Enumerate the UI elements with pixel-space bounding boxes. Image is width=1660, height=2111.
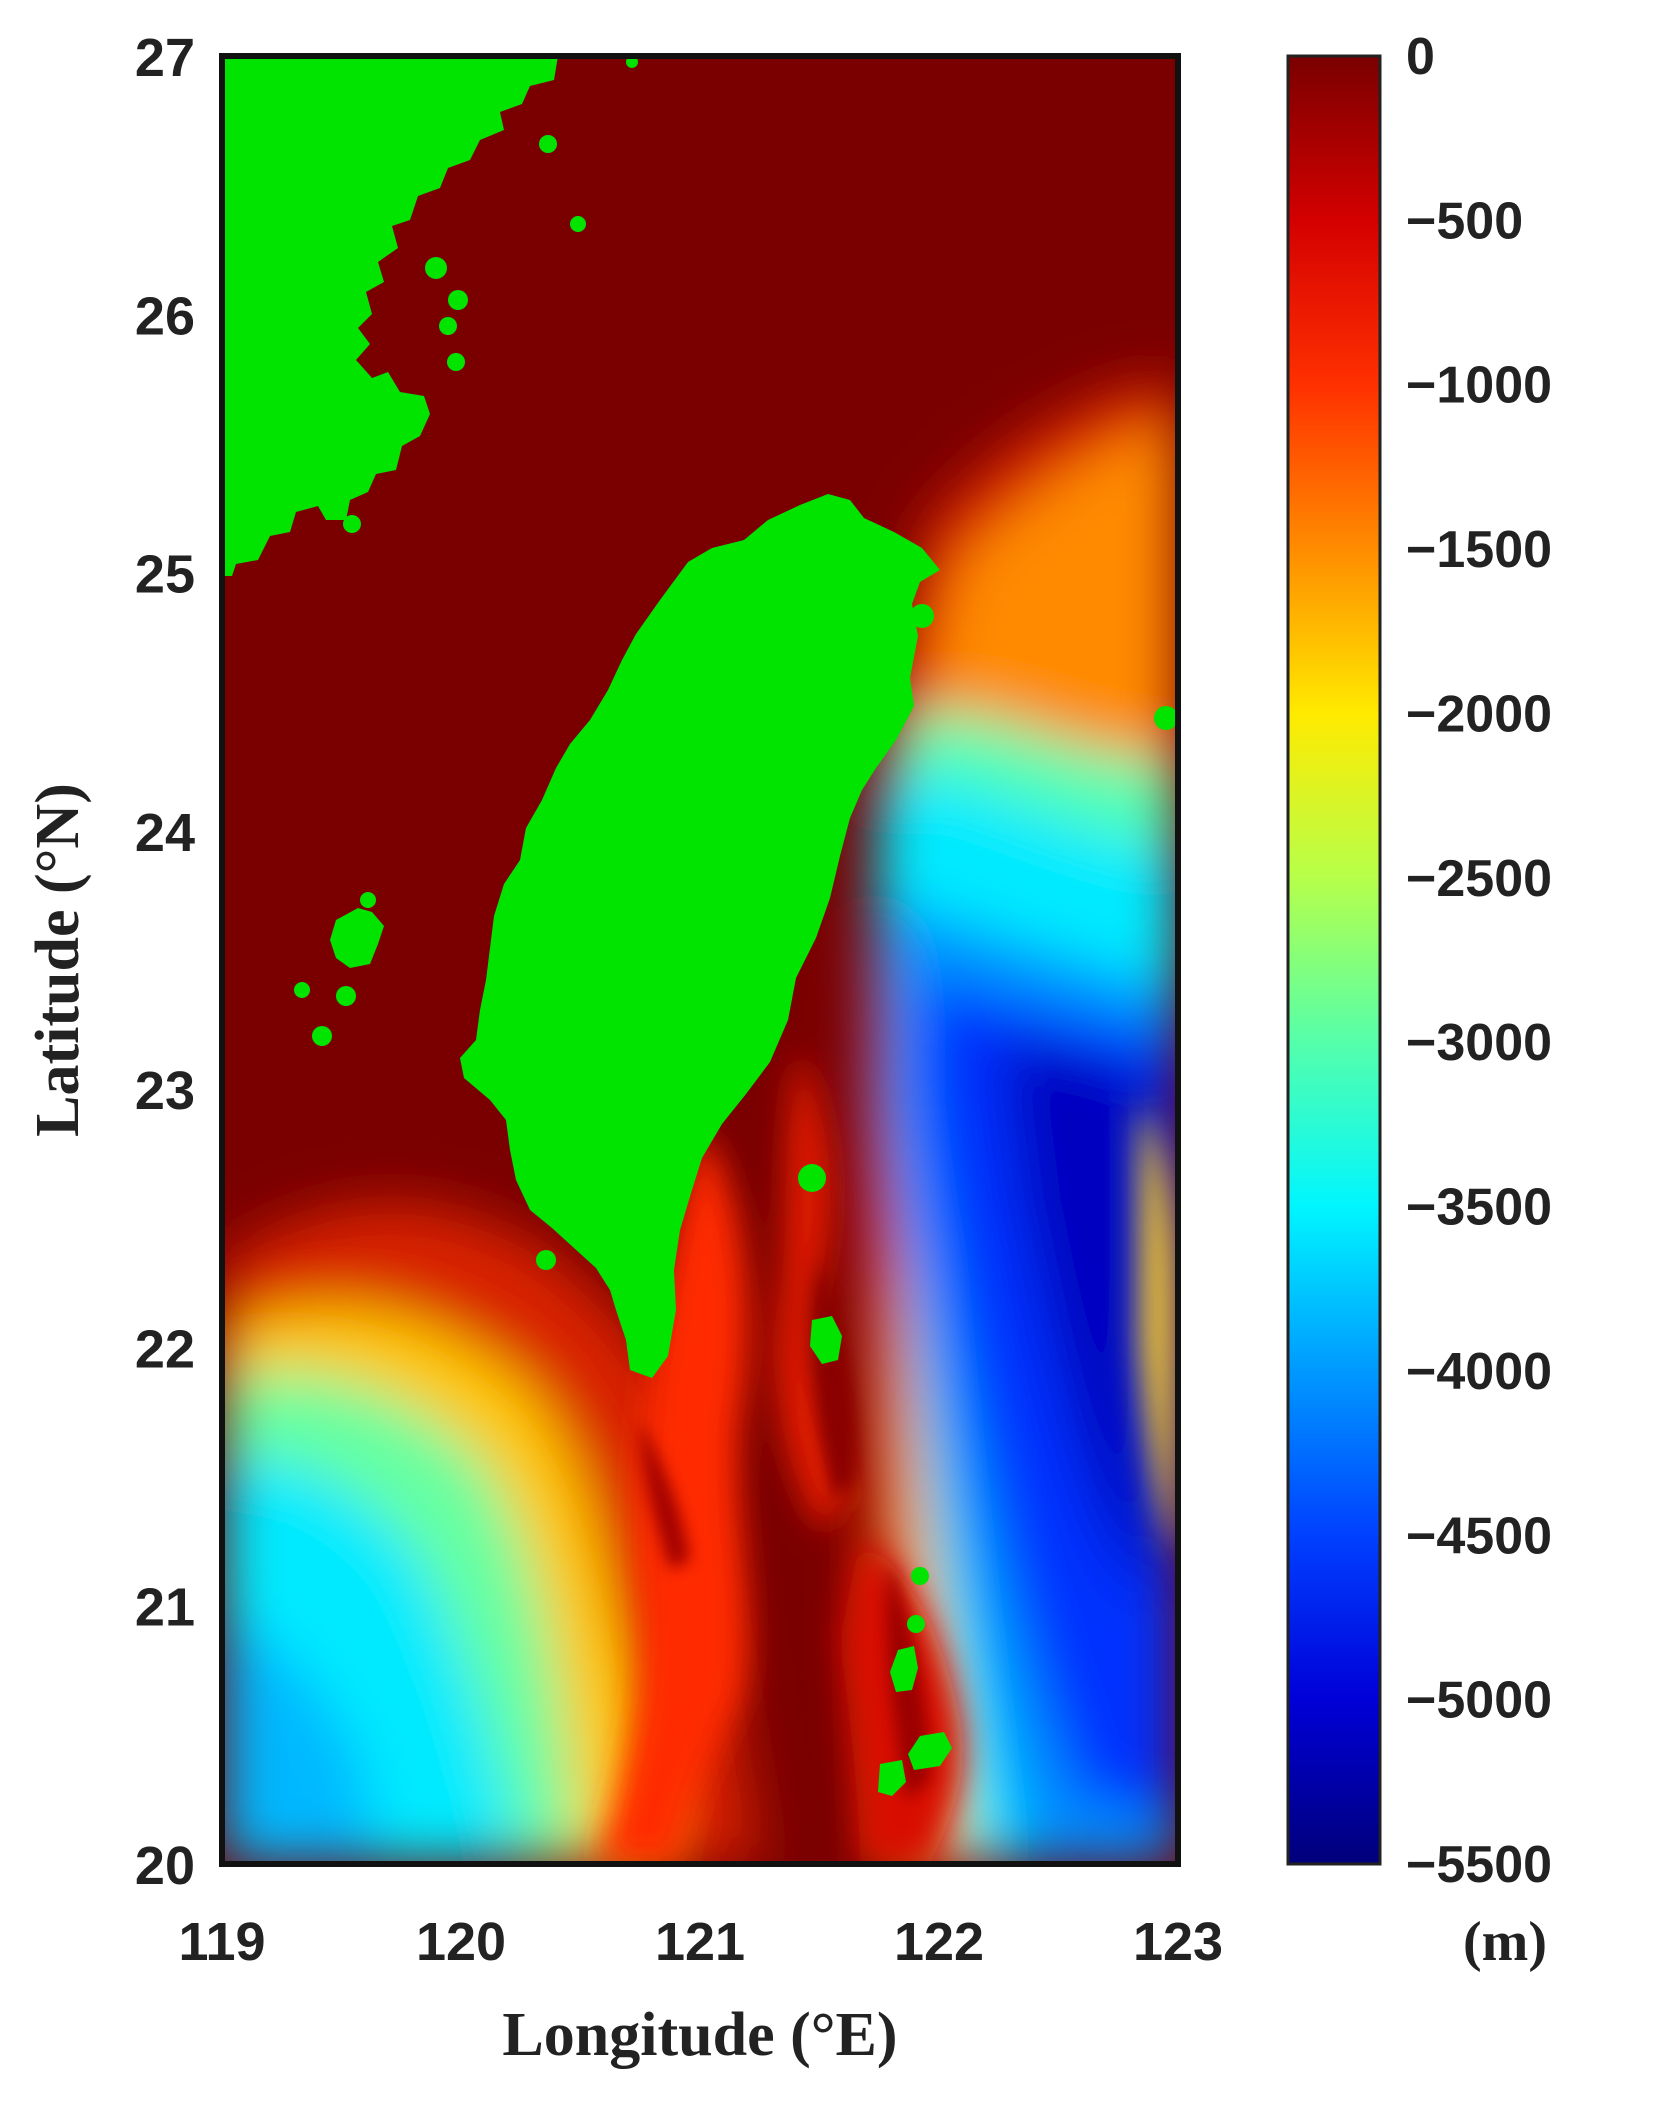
colorbar-ticks: 0 −500 −1000 −1500 −2000 −2500 −3000 −3500 −4000… (1406, 28, 1552, 1894)
colorbar-tick-label: −4000 (1406, 1343, 1552, 1401)
taiwan-island (460, 494, 940, 1378)
colorbar: 0 −500 −1000 −1500 −2000 −2500 −3000 −3500 −4000… (1286, 28, 1552, 1973)
y-tick-label: 21 (135, 1578, 195, 1638)
colorbar-gradient (1286, 54, 1382, 1866)
x-tick-label: 122 (894, 1912, 984, 1972)
colorbar-tick-label: −5000 (1406, 1672, 1552, 1730)
y-tick-label: 27 (135, 28, 195, 88)
colorbar-tick-label: −4500 (1406, 1507, 1552, 1565)
colorbar-tick-label: −2000 (1406, 685, 1552, 743)
colorbar-tick-label: −3000 (1406, 1014, 1552, 1072)
x-axis-ticks: 119 120 121 122 123 (178, 1912, 1223, 1972)
y-axis-ticks: 20 21 22 23 24 25 26 27 (135, 28, 195, 1896)
y-tick-label: 22 (135, 1319, 195, 1379)
y-tick-label: 24 (135, 803, 195, 863)
colorbar-unit-label: (m) (1463, 1911, 1547, 1973)
y-tick-label: 26 (135, 286, 195, 346)
x-tick-label: 123 (1133, 1912, 1223, 1972)
plot-frame (219, 53, 1181, 1867)
colorbar-tick-label: −1500 (1406, 521, 1552, 579)
mainland-coast (222, 56, 558, 576)
x-tick-label: 121 (655, 1912, 745, 1972)
colorbar-tick-label: −2500 (1406, 850, 1552, 908)
x-tick-label: 120 (416, 1912, 506, 1972)
y-tick-label: 25 (135, 545, 195, 605)
y-tick-label: 20 (135, 1836, 195, 1896)
colorbar-tick-label: 0 (1406, 28, 1435, 86)
colorbar-tick-label: −500 (1406, 192, 1523, 250)
colorbar-tick-label: −3500 (1406, 1179, 1552, 1237)
bathymetry-map (222, 56, 1178, 1864)
colorbar-tick-label: −5500 (1406, 1836, 1552, 1894)
y-tick-label: 23 (135, 1061, 195, 1121)
colorbar-tick-label: −1000 (1406, 357, 1552, 415)
y-axis-title: Latitude (°N) (24, 783, 92, 1137)
penghu-islands (330, 908, 384, 968)
x-tick-label: 119 (178, 1912, 265, 1972)
x-axis-title: Longitude (°E) (502, 2001, 897, 2069)
